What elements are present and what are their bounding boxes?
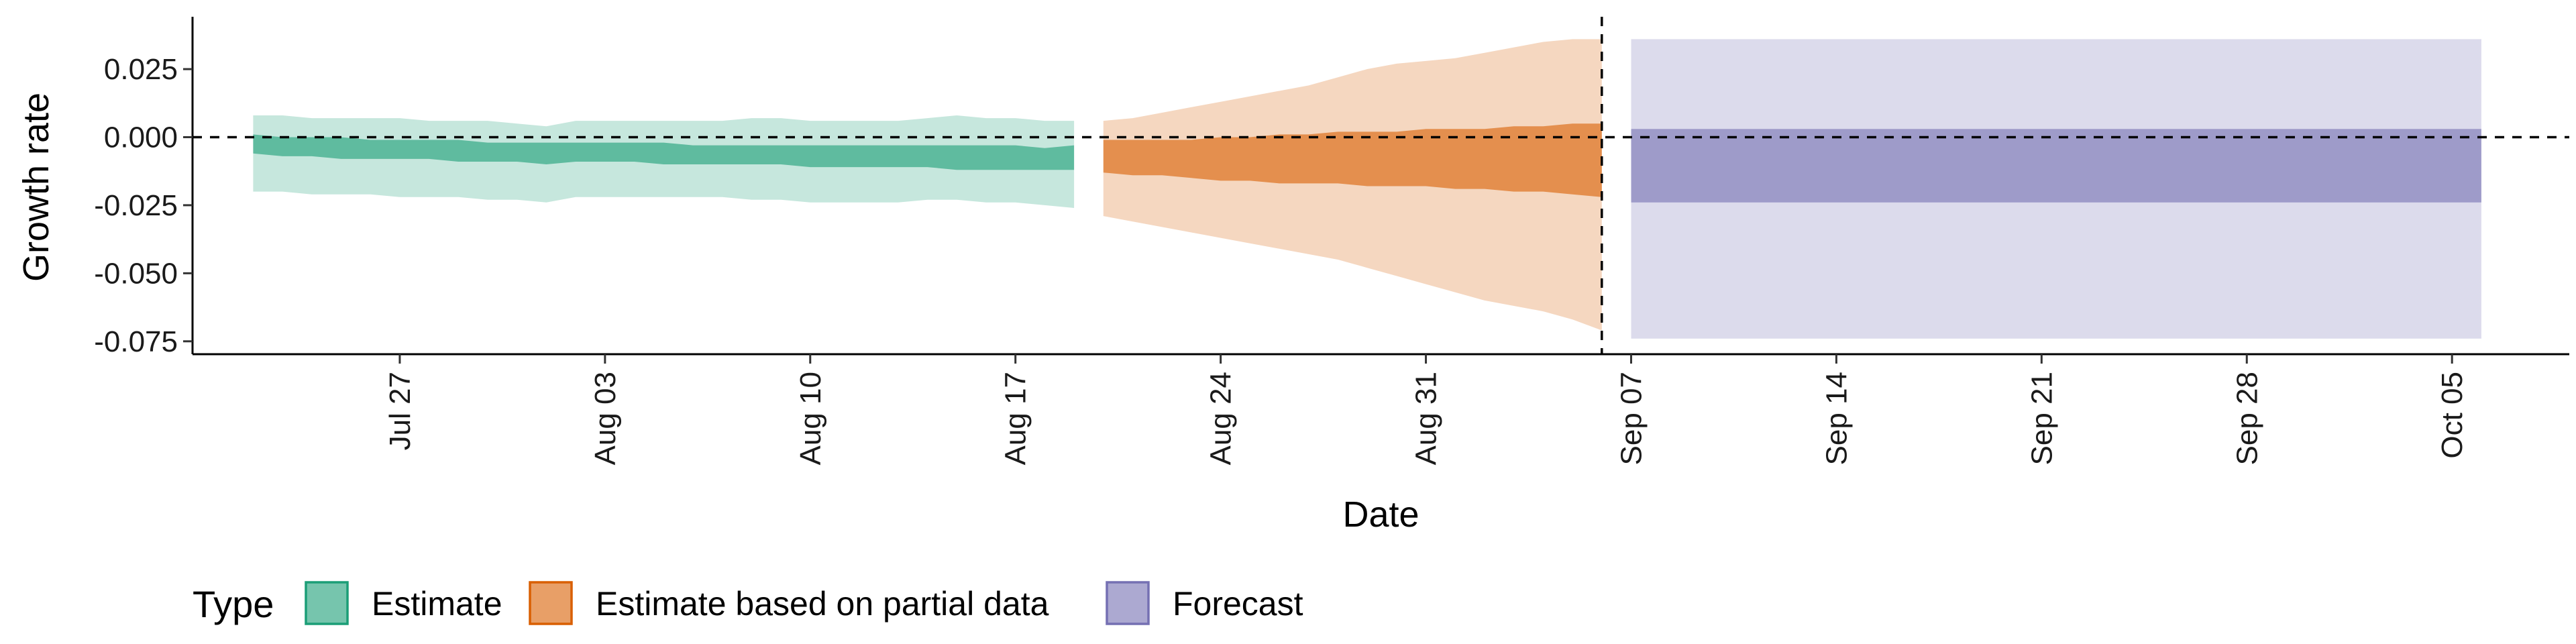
x-tick-label: Aug 17 bbox=[1000, 372, 1032, 465]
x-tick-label: Sep 14 bbox=[1820, 372, 1853, 465]
legend-label-2: Forecast bbox=[1173, 585, 1303, 623]
y-tick-label: 0.025 bbox=[104, 53, 178, 86]
x-tick-label: Sep 21 bbox=[2025, 372, 2058, 465]
reference-lines bbox=[193, 17, 2569, 354]
axes: 0.025 0.000 -0.025 -0.050 -0.075 Jul 27 Aug 03… bbox=[94, 17, 2569, 465]
legend-label-0: Estimate bbox=[372, 585, 502, 623]
legend-title: Type bbox=[193, 583, 274, 625]
x-tick-label: Aug 10 bbox=[794, 372, 827, 465]
legend-label-1: Estimate based on partial data bbox=[596, 585, 1049, 623]
band-50-1 bbox=[1103, 123, 1602, 197]
y-tick-label: 0.000 bbox=[104, 121, 178, 154]
x-tick-label: Oct 05 bbox=[2436, 372, 2469, 459]
y-tick-label: -0.025 bbox=[94, 189, 178, 222]
x-tick-label: Aug 31 bbox=[1410, 372, 1443, 465]
y-tick-label: -0.075 bbox=[94, 325, 178, 358]
ribbon-bands bbox=[253, 39, 2481, 339]
x-tick-label: Sep 07 bbox=[1615, 372, 1648, 465]
x-tick-label: Aug 03 bbox=[589, 372, 622, 465]
y-axis-title: Growth rate bbox=[16, 93, 56, 282]
x-tick-label: Aug 24 bbox=[1205, 372, 1238, 465]
band-50-2 bbox=[1631, 129, 2481, 203]
legend: Type Estimate Estimate based on partial d… bbox=[193, 581, 1303, 625]
x-axis-title: Date bbox=[1342, 494, 1419, 535]
x-tick-label: Jul 27 bbox=[384, 372, 417, 450]
legend-key-2 bbox=[1106, 581, 1150, 625]
band-50-0 bbox=[253, 134, 1075, 170]
x-tick-label: Sep 28 bbox=[2231, 372, 2263, 465]
legend-key-1 bbox=[529, 581, 573, 625]
legend-key-0 bbox=[305, 581, 349, 625]
y-tick-label: -0.050 bbox=[94, 257, 178, 290]
